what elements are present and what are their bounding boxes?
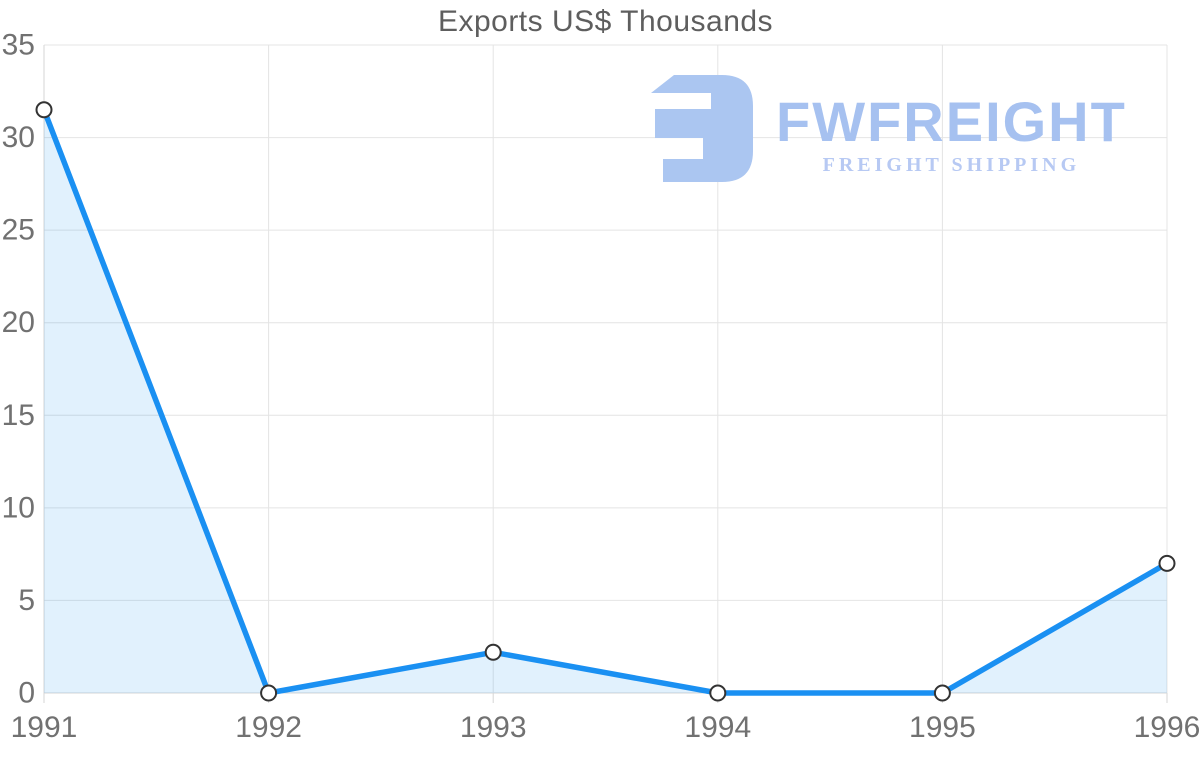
chart-title: Exports US$ Thousands [437,5,774,38]
y-axis-label-25: 25 [2,214,35,247]
x-axis-label-1995: 1995 [909,711,976,744]
data-point-1996[interactable] [1158,554,1176,572]
data-point-1992[interactable] [260,684,278,702]
data-point-1994[interactable] [709,684,727,702]
y-axis-label-15: 15 [2,399,35,432]
data-point-1995[interactable] [933,684,951,702]
x-axis-label-1991: 1991 [11,711,78,744]
data-point-1993[interactable] [484,643,502,661]
y-axis-label-0: 0 [18,677,35,710]
x-axis-label-1992: 1992 [235,711,302,744]
y-axis-label-30: 30 [2,121,35,154]
data-point-1991[interactable] [35,101,53,119]
y-axis-label-20: 20 [2,306,35,339]
x-axis-label-1996: 1996 [1134,711,1200,744]
series-area-fill [44,109,1167,694]
x-axis-label-1993: 1993 [460,711,527,744]
logo-wordmark: FWFREIGHT [776,90,1127,153]
logo-text-block: FWFREIGHT FREIGHT SHIPPING [776,72,1127,177]
x-axis-label-1994: 1994 [684,711,751,744]
fwfreight-watermark: FWFREIGHT FREIGHT SHIPPING [648,72,1127,184]
fwfreight-logo-icon [651,75,753,182]
y-axis-label-35: 35 [2,29,35,62]
y-axis-label-5: 5 [18,584,35,617]
y-axis-label-10: 10 [2,491,35,524]
series-line [41,107,1170,696]
logo-tagline: FREIGHT SHIPPING [822,154,1081,176]
